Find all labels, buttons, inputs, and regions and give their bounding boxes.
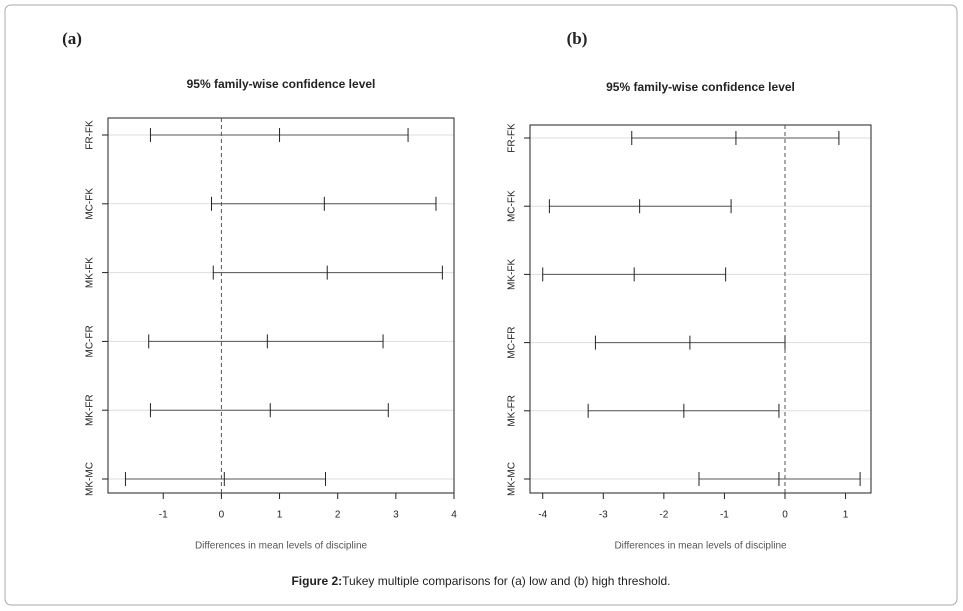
y-tick-label: MK-FR (507, 395, 518, 427)
caption-text: Tukey multiple comparisons for (a) low a… (342, 574, 670, 588)
panel-label: (b) (567, 29, 588, 48)
x-tick-label: 1 (843, 510, 849, 521)
x-tick-label: 0 (782, 510, 788, 521)
y-tick-label: MK-FR (85, 394, 96, 426)
panel-label: (a) (62, 29, 82, 48)
x-tick-label: -4 (538, 510, 547, 521)
y-tick-label: FR-FK (85, 120, 96, 150)
figure-border (4, 4, 958, 606)
y-tick-label: MK-MC (507, 462, 518, 496)
caption-label: Figure 2: (291, 574, 342, 588)
x-tick-label: -2 (659, 510, 668, 521)
y-tick-label: MK-FK (85, 257, 96, 288)
y-tick-label: MC-FK (85, 188, 96, 220)
chart-title: 95% family-wise confidence level (187, 77, 376, 91)
plot-frame (529, 124, 872, 494)
y-tick-label: FR-FK (507, 123, 518, 153)
y-tick-label: MK-MC (85, 462, 96, 496)
x-tick-label: 0 (219, 510, 225, 521)
plot-frame (107, 117, 455, 494)
x-tick-label: 3 (393, 510, 399, 521)
x-tick-label: -3 (599, 510, 608, 521)
y-tick-label: MC-FR (507, 326, 518, 358)
x-tick-label: 1 (277, 510, 283, 521)
x-tick-label: 2 (335, 510, 341, 521)
x-tick-label: -1 (720, 510, 729, 521)
x-tick-label: 4 (451, 510, 457, 521)
y-tick-label: MK-FK (507, 259, 518, 290)
x-axis-label: Differences in mean levels of discipline (195, 541, 368, 552)
x-tick-label: -1 (159, 510, 168, 521)
caption: Figure 2:Tukey multiple comparisons for … (291, 574, 670, 588)
chart-title: 95% family-wise confidence level (606, 80, 795, 94)
y-tick-label: MC-FK (507, 190, 518, 222)
x-axis-label: Differences in mean levels of discipline (614, 541, 787, 552)
y-tick-label: MC-FR (85, 325, 96, 357)
